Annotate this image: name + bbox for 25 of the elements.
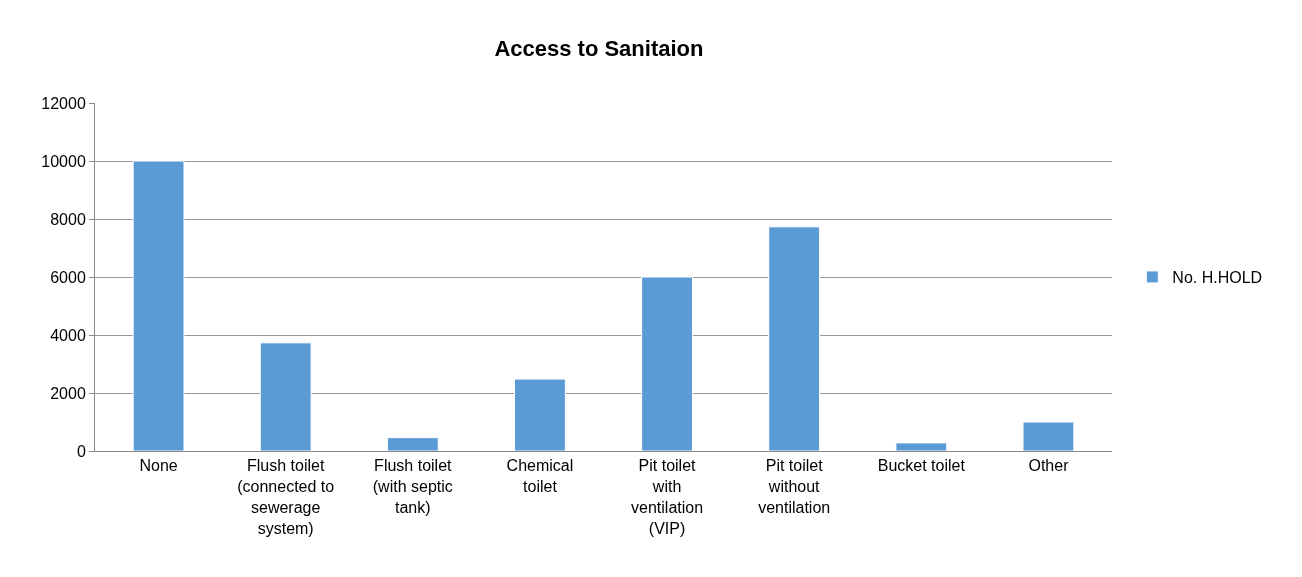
y-tick-label: 8000 [50,210,86,228]
y-tick-label: 2000 [50,384,86,402]
bar [132,160,185,451]
bar [641,276,693,451]
y-tick-label: 6000 [50,268,86,286]
y-tick-label: 0 [76,442,86,460]
bar [1022,421,1075,451]
x-tick-label: Flush toilet (with septic tank) [372,457,453,516]
x-tick-label: Other [1028,457,1070,475]
x-tick-label: Flush toilet (connected to sewerage system) [237,457,335,537]
bar [895,442,948,451]
chart-title: Access to Sanitaion [494,35,704,61]
bar [259,342,312,451]
x-tick-label: Pit toilet with ventilation (VIP) [631,457,704,537]
x-tick-label: Chemical toilet [506,457,574,495]
x-tick-label: Pit toilet without ventilation [758,457,831,516]
y-tick-label: 4000 [50,326,86,344]
legend-label: No. H.HOLD [1172,269,1263,287]
x-tick-label: Bucket toilet [877,457,966,475]
bar [386,437,439,451]
bar [768,226,821,451]
x-tick-label: None [139,457,178,475]
y-tick-label: 12000 [41,94,86,112]
y-tick-label: 10000 [41,152,86,170]
bar [514,378,566,451]
